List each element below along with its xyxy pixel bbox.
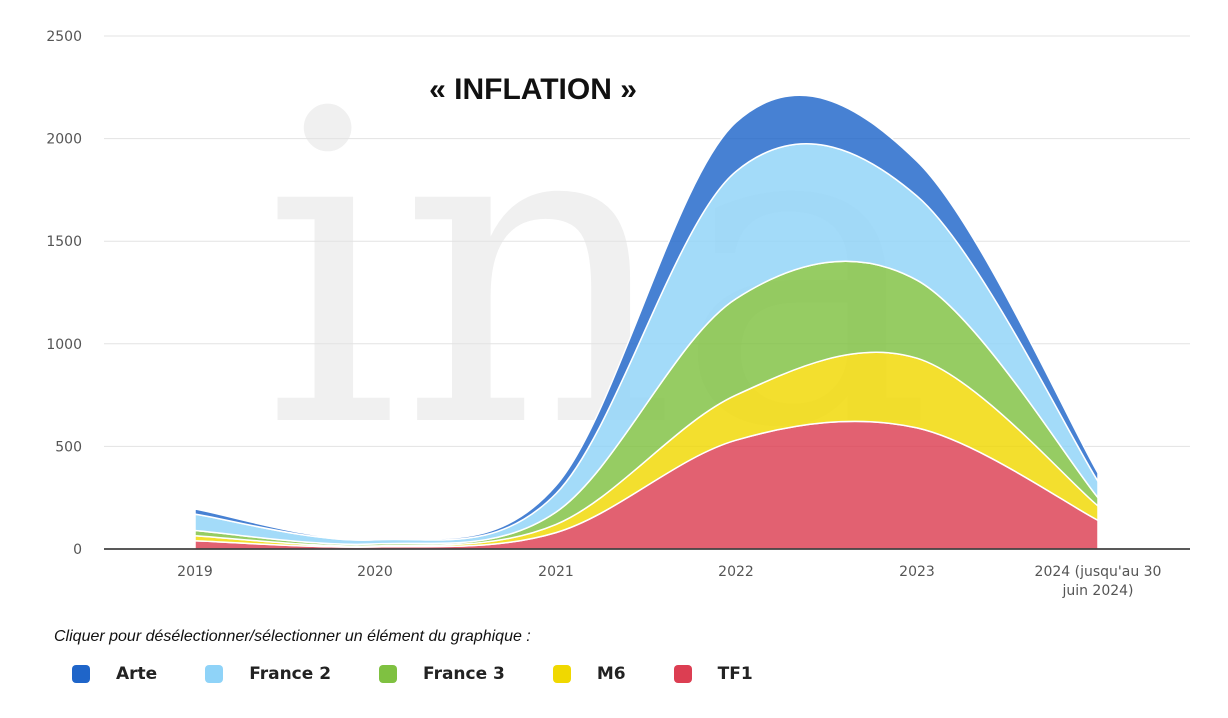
y-axis-ticks: 0 500 1000 1500 2000 2500 xyxy=(46,29,82,558)
x-tick-label: juin 2024) xyxy=(1061,583,1133,599)
legend-label: TF1 xyxy=(717,664,753,684)
y-tick-label: 500 xyxy=(55,439,82,455)
legend: Arte France 2 France 3 M6 TF1 xyxy=(72,664,801,684)
legend-label: Arte xyxy=(116,664,158,684)
chart-title: « INFLATION » xyxy=(429,73,637,106)
legend-item-france-3[interactable]: France 3 xyxy=(379,664,505,684)
y-tick-label: 1000 xyxy=(46,337,82,353)
x-axis-ticks: 2019 2020 2021 2022 2023 2024 (jusqu'au 30 jui… xyxy=(177,564,1161,599)
legend-label: France 2 xyxy=(249,664,332,684)
legend-item-tf1[interactable]: TF1 xyxy=(673,664,753,684)
legend-label: France 3 xyxy=(423,664,505,684)
area-series xyxy=(194,94,1099,550)
x-tick-label: 2019 xyxy=(177,564,213,580)
area-arte[interactable] xyxy=(194,94,1099,541)
legend-swatch xyxy=(552,665,571,683)
y-tick-label: 0 xyxy=(73,542,82,558)
y-tick-label: 2000 xyxy=(46,132,82,148)
legend-item-arte[interactable]: Arte xyxy=(72,664,157,684)
x-tick-label: 2023 xyxy=(899,564,935,580)
x-tick-label: 2022 xyxy=(718,564,754,580)
x-tick-label: 2024 (jusqu'au 30 xyxy=(1035,564,1162,580)
legend-item-m6[interactable]: M6 xyxy=(552,664,626,684)
legend-item-france-2[interactable]: France 2 xyxy=(205,664,331,684)
x-tick-label: 2021 xyxy=(538,564,574,580)
legend-swatch xyxy=(379,665,398,683)
legend-hint: Cliquer pour désélectionner/sélectionner… xyxy=(54,628,531,645)
legend-label: M6 xyxy=(596,664,626,684)
legend-swatch xyxy=(673,665,692,683)
legend-swatch xyxy=(72,665,90,683)
y-tick-label: 1500 xyxy=(46,234,82,250)
x-tick-label: 2020 xyxy=(357,564,393,580)
y-tick-label: 2500 xyxy=(46,29,82,45)
legend-swatch xyxy=(205,665,224,683)
